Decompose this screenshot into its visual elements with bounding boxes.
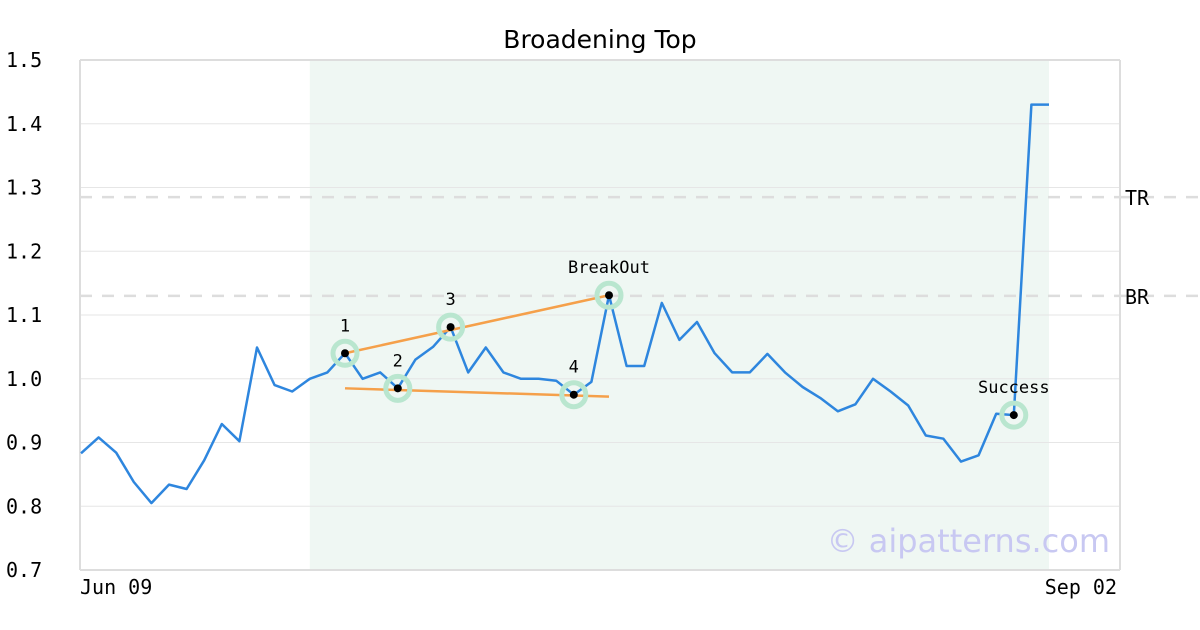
marker-dot — [605, 291, 613, 300]
reference-line-label: TR — [1125, 186, 1150, 210]
annotation-labels-layer: 1 2 3 4 BreakOut Success — [340, 258, 1050, 398]
y-tick-label: 0.8 — [6, 494, 42, 518]
reference-line-label: BR — [1125, 285, 1150, 309]
marker-halo — [330, 338, 360, 368]
trend-line — [344, 387, 610, 398]
marker-halo — [594, 280, 624, 310]
y-tick-label: 1.1 — [6, 303, 42, 327]
marker-dot — [569, 390, 578, 399]
trend-line — [344, 294, 610, 355]
axis-labels-layer: 0.7 0.8 0.9 1.0 1.1 1.2 1.3 1.4 1.5 TR BR Jun 09 Sep… — [6, 48, 1150, 599]
trend-lines-layer — [344, 294, 610, 398]
marker-halo — [999, 400, 1029, 430]
chart-title: Broadening Top — [503, 25, 696, 54]
y-tick-label: 1.0 — [6, 367, 42, 391]
markers-layer — [330, 280, 1029, 430]
y-tick-label: 1.2 — [6, 239, 42, 263]
marker-dot — [341, 349, 349, 358]
point-label: 4 — [569, 358, 579, 378]
point-label: BreakOut — [568, 258, 650, 278]
marker-halo — [436, 312, 466, 342]
marker-dot — [393, 384, 402, 393]
point-label: 3 — [445, 290, 455, 310]
point-label: 2 — [393, 351, 403, 371]
marker-dot — [446, 323, 455, 332]
marker-halo — [383, 373, 413, 403]
y-tick-label: 0.7 — [6, 558, 42, 582]
marker-dot — [1009, 411, 1018, 420]
y-tick-label: 1.3 — [6, 176, 42, 200]
point-label: 1 — [340, 316, 350, 336]
y-tick-label: 1.4 — [6, 112, 42, 136]
marker-halo — [559, 380, 589, 410]
reference-lines-layer — [80, 195, 1200, 298]
y-tick-label: 0.9 — [6, 431, 42, 455]
plot-frame-layer — [79, 59, 1121, 571]
x-tick-label: Jun 09 — [80, 575, 152, 599]
point-label: Success — [978, 378, 1050, 398]
y-tick-label: 1.5 — [6, 48, 42, 72]
watermark-text: © aipatterns.com — [827, 522, 1110, 560]
watermark-layer: © aipatterns.com — [827, 522, 1110, 560]
x-tick-label: Sep 02 — [1045, 575, 1117, 599]
